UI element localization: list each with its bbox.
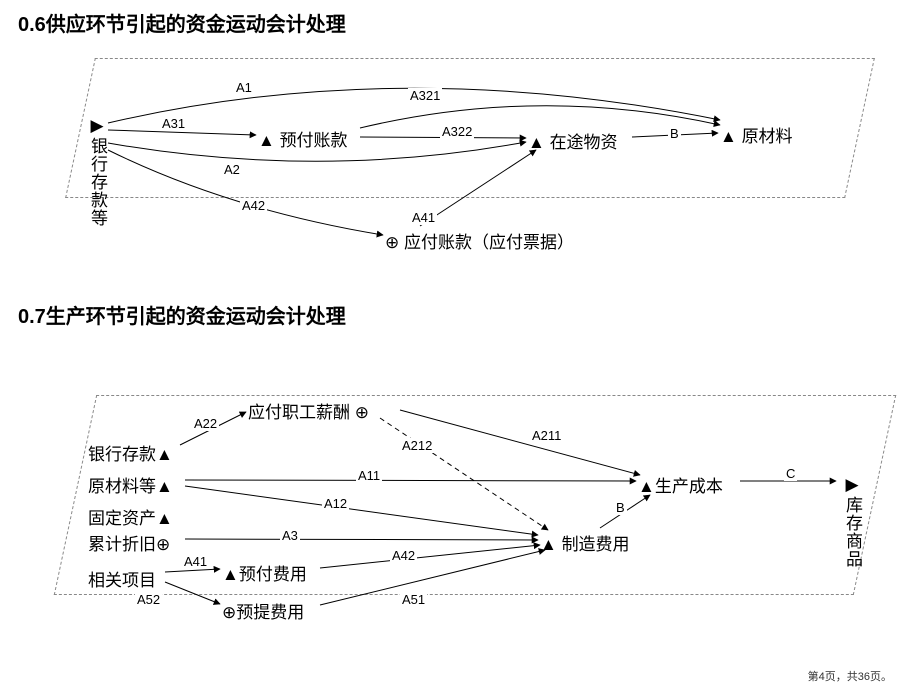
d1-label-a322: A322 [440, 124, 474, 139]
d2-node-rawmat: 原材料等▲ [88, 472, 173, 497]
d2-fixed-label: 固定资产 [88, 509, 156, 528]
d2-node-fixed: 固定资产▲ [88, 504, 173, 529]
d2-node-accrued: ⊕预提费用 [222, 598, 304, 623]
d1-label-a321: A321 [408, 88, 442, 103]
d1-node-prepay: ▲ 预付账款 [258, 126, 348, 151]
asset-tri-icon: ▲ [540, 535, 557, 554]
heading-2: 0.7生产环节引起的资金运动会计处理 [18, 300, 346, 329]
source-tri-icon: ▶ [843, 475, 862, 496]
d2-mfgcost-label: 制造费用 [562, 535, 630, 554]
d2-prodcost-label: 生产成本 [655, 477, 723, 496]
d1-label-a2: A2 [222, 162, 242, 177]
d1-transit-label: 在途物资 [550, 133, 618, 152]
d1-node-bank: ▶银行存款等 [85, 116, 110, 227]
d2-bank-label: 银行存款 [88, 445, 156, 464]
d2-prepaidexp-label: 预付费用 [239, 565, 307, 584]
page-footer: 第4页，共36页。 [808, 668, 892, 684]
d2-rawmat-label: 原材料等 [88, 477, 156, 496]
plus-circle-icon: ⊕ [156, 535, 170, 554]
heading-1: 0.6供应环节引起的资金运动会计处理 [18, 8, 346, 37]
d2-label-a41: A41 [182, 554, 209, 569]
d2-node-mfgcost: ▲ 制造费用 [540, 530, 630, 555]
d1-label-a41: A41 [410, 210, 437, 225]
d2-node-inventory: ▶库存商品 [840, 475, 865, 568]
source-tri-icon: ▶ [88, 116, 107, 137]
d2-label-b: B [614, 500, 627, 515]
d2-label-a211: A211 [530, 428, 563, 443]
d2-label-a3: A3 [280, 528, 300, 543]
d2-related-label: 相关项目 [88, 571, 156, 590]
d1-label-a31: A31 [160, 116, 187, 131]
asset-tri-icon: ▲ [638, 477, 655, 496]
asset-tri-icon: ▲ [156, 445, 173, 464]
d2-node-salary: 应付职工薪酬 ⊕ [248, 398, 369, 423]
d1-prepay-label: 预付账款 [280, 131, 348, 150]
plus-circle-icon: ⊕ [222, 603, 236, 622]
asset-tri-icon: ▲ [156, 477, 173, 496]
d2-salary-label: 应付职工薪酬 [248, 403, 350, 422]
plus-circle-icon: ⊕ [355, 403, 369, 422]
d2-label-a212: A212 [400, 438, 434, 453]
d2-label-c: C [784, 466, 797, 481]
asset-tri-icon: ▲ [528, 133, 545, 152]
d2-accrued-label: 预提费用 [236, 603, 304, 622]
d2-label-a22: A22 [192, 416, 219, 431]
asset-tri-icon: ▲ [720, 127, 737, 146]
d2-node-bank: 银行存款▲ [88, 440, 173, 465]
d2-parallelogram [54, 395, 897, 595]
d1-node-transit: ▲ 在途物资 [528, 128, 618, 153]
plus-circle-icon: ⊕ [385, 233, 399, 252]
d2-label-a51: A51 [400, 592, 427, 607]
d2-inventory-label: 库存商品 [843, 496, 862, 568]
d2-node-depr: 累计折旧⊕ [88, 530, 170, 555]
asset-tri-icon: ▲ [156, 509, 173, 528]
d1-bank-label: 银行存款等 [88, 137, 107, 227]
d2-depr-label: 累计折旧 [88, 535, 156, 554]
asset-tri-icon: ▲ [258, 131, 275, 150]
d1-node-payable: ⊕ 应付账款（应付票据） [385, 228, 574, 253]
d1-label-a1: A1 [234, 80, 254, 95]
asset-tri-icon: ▲ [222, 565, 239, 584]
d2-node-related: 相关项目 [88, 566, 156, 591]
d1-label-a42: A42 [240, 198, 267, 213]
d1-rawmat-label: 原材料 [742, 127, 793, 146]
d2-label-a52: A52 [135, 592, 162, 607]
d1-payable-label: 应付账款（应付票据） [404, 233, 574, 252]
d2-label-a42: A42 [390, 548, 417, 563]
d2-label-a12: A12 [322, 496, 349, 511]
d1-label-b: B [668, 126, 681, 141]
d2-label-a11: A11 [356, 468, 382, 483]
d2-node-prodcost: ▲生产成本 [638, 472, 723, 497]
d1-node-rawmat: ▲ 原材料 [720, 122, 793, 147]
d2-node-prepaidexp: ▲预付费用 [222, 560, 307, 585]
